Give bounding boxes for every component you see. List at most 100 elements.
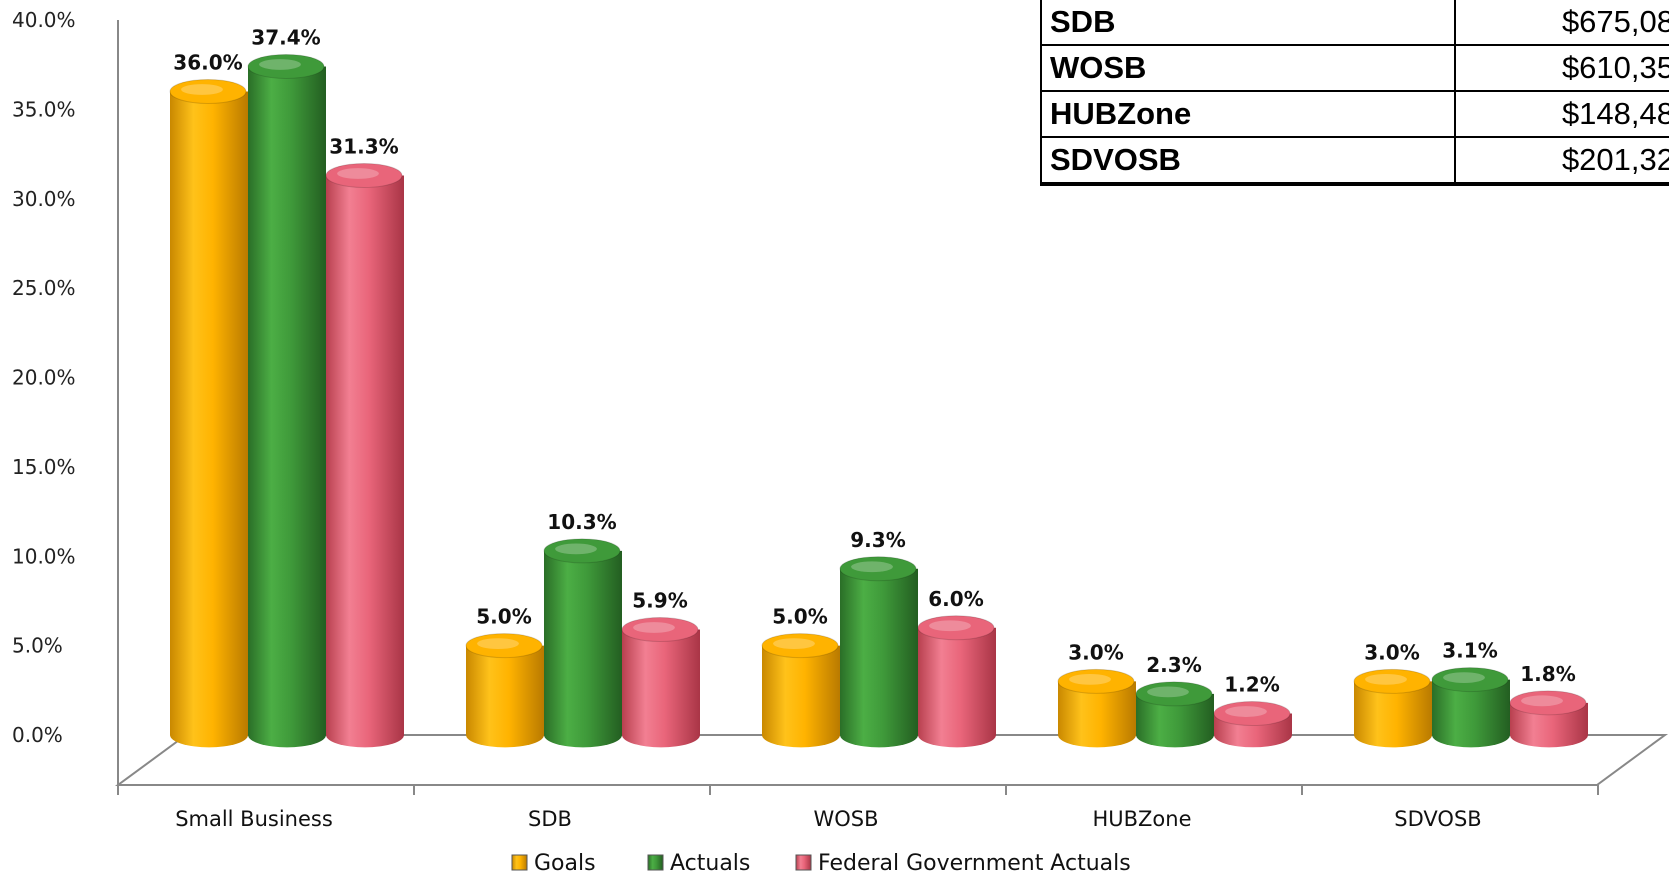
bar-cap	[1431, 667, 1509, 693]
bar-body	[466, 645, 544, 748]
data-label: 1.2%	[1224, 673, 1279, 697]
bar-cap	[1135, 681, 1213, 707]
bar-cap	[839, 556, 917, 582]
bar-body	[248, 66, 326, 748]
bar	[1057, 668, 1136, 748]
table-cell-category: SDB	[1040, 0, 1456, 46]
category-labels: Small Business SDB WOSB HUBZone SDVOSB	[175, 807, 1482, 831]
table-cell-amount: $675,08	[1454, 0, 1669, 46]
bar	[169, 79, 248, 748]
table-cell-amount: $610,35	[1454, 44, 1669, 92]
bar-highlight	[1069, 673, 1111, 685]
y-tick-label: 5.0%	[12, 634, 63, 658]
y-tick-label: 20.0%	[12, 366, 76, 390]
y-tick-label: 30.0%	[12, 187, 76, 211]
bar	[621, 617, 700, 748]
bar-body	[840, 568, 918, 748]
legend-label: Federal Government Actuals	[818, 851, 1131, 876]
category-label: Small Business	[175, 807, 333, 831]
bar	[1135, 681, 1214, 748]
y-tick-label: 0.0%	[12, 723, 63, 747]
legend-swatch	[647, 854, 664, 871]
bar	[1353, 668, 1432, 748]
bar-body	[1136, 693, 1214, 748]
bar-series	[169, 53, 1588, 748]
table-cell-category: HUBZone	[1040, 90, 1456, 138]
legend-label: Goals	[534, 851, 596, 876]
bar-cap	[917, 615, 995, 641]
bar-body	[1510, 702, 1588, 748]
bar	[325, 163, 404, 748]
x-tick-marks	[117, 785, 1599, 795]
summary-table-container: SDB $675,08 WOSB $610,35 HUBZone $148,48 SDVOS…	[1040, 0, 1669, 200]
category-label: SDVOSB	[1394, 807, 1481, 831]
data-label: 5.0%	[772, 605, 827, 629]
y-tick-labels: 0.0% 5.0% 10.0% 15.0% 20.0% 25.0% 30.0% 35.0% 40…	[12, 8, 76, 747]
bar	[761, 633, 840, 748]
bar-cap	[325, 163, 403, 189]
legend-item: Federal Government Actuals	[795, 851, 1131, 876]
bar-highlight	[633, 622, 675, 633]
bar-highlight	[851, 561, 893, 573]
bar-body	[326, 175, 404, 748]
legend-item: Goals	[511, 851, 596, 876]
bar-highlight	[1225, 706, 1267, 717]
data-label: 3.1%	[1442, 639, 1497, 663]
bar-highlight	[773, 638, 815, 650]
bar-cap	[1353, 668, 1431, 694]
bar-highlight	[1147, 686, 1189, 698]
summary-table: SDB $675,08 WOSB $610,35 HUBZone $148,48 SDVOS…	[1040, 0, 1669, 186]
y-tick-label: 15.0%	[12, 455, 76, 479]
bar-cap	[621, 617, 699, 643]
y-tick-label: 10.0%	[12, 544, 76, 568]
bar-cap	[465, 633, 543, 659]
bar-highlight	[555, 543, 597, 555]
data-label: 6.0%	[928, 587, 983, 611]
bar-highlight	[259, 59, 301, 70]
bar-highlight	[1365, 673, 1407, 685]
bar-cap	[247, 53, 325, 79]
data-label: 9.3%	[850, 528, 905, 552]
table-row: SDB $675,08	[1040, 0, 1669, 46]
y-tick-label: 40.0%	[12, 8, 76, 32]
legend-item: Actuals	[647, 851, 750, 876]
data-label: 3.0%	[1364, 640, 1419, 664]
table-cell-amount: $148,48	[1454, 90, 1669, 138]
bar-body	[1354, 681, 1432, 748]
bar-body	[544, 550, 622, 748]
data-label: 5.0%	[476, 605, 531, 629]
category-label: SDB	[528, 807, 572, 831]
bar-cap	[543, 538, 621, 564]
legend-swatch	[511, 854, 528, 871]
data-label: 36.0%	[173, 51, 242, 75]
chart-floor	[114, 734, 1669, 786]
legend-swatch	[795, 854, 812, 871]
table-row: HUBZone $148,48	[1040, 90, 1669, 138]
bar	[917, 615, 996, 748]
bar	[465, 633, 544, 748]
legend: Goals Actuals Federal Government Actuals	[511, 851, 1131, 876]
bar	[1431, 667, 1510, 748]
legend-label: Actuals	[670, 851, 750, 876]
bar	[1213, 701, 1292, 748]
bar-cap	[761, 633, 839, 659]
bar-highlight	[337, 168, 379, 179]
bar	[247, 53, 326, 748]
data-label: 31.3%	[329, 135, 398, 159]
bar	[839, 556, 918, 748]
data-label: 37.4%	[251, 25, 320, 49]
bar-body	[1432, 679, 1510, 748]
bar-cap	[1057, 668, 1135, 694]
bar-highlight	[181, 84, 223, 95]
bar-body	[762, 645, 840, 748]
bar-cap	[169, 79, 247, 104]
table-cell-category: SDVOSB	[1040, 136, 1456, 186]
y-tick-label: 25.0%	[12, 276, 76, 300]
data-label: 1.8%	[1520, 662, 1575, 686]
data-label: 2.3%	[1146, 653, 1201, 677]
chart-axes	[114, 20, 1669, 786]
bar-body	[918, 627, 996, 748]
bar-body	[170, 91, 248, 748]
bar-highlight	[1443, 672, 1485, 683]
